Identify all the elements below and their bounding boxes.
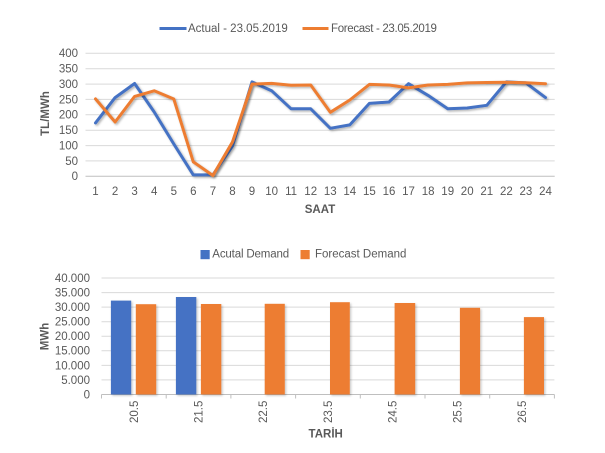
svg-text:5: 5 <box>171 186 177 198</box>
svg-text:14: 14 <box>343 186 356 198</box>
svg-text:21: 21 <box>480 186 493 198</box>
svg-text:300: 300 <box>59 79 78 91</box>
svg-text:11: 11 <box>285 186 297 198</box>
svg-text:350: 350 <box>59 64 78 76</box>
svg-text:20.000: 20.000 <box>55 331 90 343</box>
svg-text:250: 250 <box>59 94 78 106</box>
svg-text:17: 17 <box>402 186 415 198</box>
svg-text:21.5: 21.5 <box>194 401 206 423</box>
svg-text:1: 1 <box>92 186 98 198</box>
svg-text:TARİH: TARİH <box>309 428 343 441</box>
svg-text:22.5: 22.5 <box>258 401 270 423</box>
svg-text:7: 7 <box>210 186 216 198</box>
svg-text:0: 0 <box>84 389 90 401</box>
svg-text:10.000: 10.000 <box>55 360 90 372</box>
svg-text:9: 9 <box>249 186 255 198</box>
svg-text:Forecast Demand: Forecast Demand <box>315 249 406 261</box>
svg-text:50: 50 <box>65 156 78 168</box>
svg-text:400: 400 <box>59 48 78 60</box>
svg-text:15.000: 15.000 <box>55 346 90 358</box>
svg-text:23: 23 <box>520 186 533 198</box>
svg-text:22: 22 <box>500 186 513 198</box>
svg-text:MWh: MWh <box>40 323 52 350</box>
svg-text:25.5: 25.5 <box>452 401 464 423</box>
svg-text:24: 24 <box>539 186 552 198</box>
svg-text:13: 13 <box>324 186 337 198</box>
svg-text:35.000: 35.000 <box>55 288 90 300</box>
svg-text:26.5: 26.5 <box>517 401 529 423</box>
svg-text:18: 18 <box>422 186 435 198</box>
svg-text:SAAT: SAAT <box>305 204 335 216</box>
svg-text:24.5: 24.5 <box>388 401 400 423</box>
svg-text:4: 4 <box>151 186 158 198</box>
svg-text:150: 150 <box>59 125 78 137</box>
svg-text:20: 20 <box>461 186 474 198</box>
svg-text:8: 8 <box>229 186 235 198</box>
svg-text:Forecast - 23.05.2019: Forecast - 23.05.2019 <box>331 23 437 35</box>
svg-text:200: 200 <box>59 110 78 122</box>
svg-text:23.5: 23.5 <box>323 401 335 423</box>
svg-text:30.000: 30.000 <box>55 302 90 314</box>
svg-text:12: 12 <box>304 186 317 198</box>
svg-text:0: 0 <box>72 171 78 183</box>
svg-text:TL/MWh: TL/MWh <box>40 91 52 136</box>
svg-text:15: 15 <box>363 186 376 198</box>
svg-text:Acutal Demand: Acutal Demand <box>212 249 289 261</box>
svg-text:10: 10 <box>265 186 278 198</box>
svg-text:6: 6 <box>190 186 196 198</box>
svg-text:40.000: 40.000 <box>55 273 90 285</box>
svg-text:19: 19 <box>441 186 454 198</box>
svg-text:16: 16 <box>383 186 396 198</box>
svg-text:25.000: 25.000 <box>55 317 90 329</box>
svg-text:3: 3 <box>131 186 137 198</box>
svg-text:20.5: 20.5 <box>129 401 141 423</box>
svg-text:Actual - 23.05.2019: Actual - 23.05.2019 <box>188 23 288 35</box>
svg-text:100: 100 <box>59 141 78 153</box>
svg-text:5.000: 5.000 <box>61 375 90 387</box>
svg-text:2: 2 <box>112 186 118 198</box>
